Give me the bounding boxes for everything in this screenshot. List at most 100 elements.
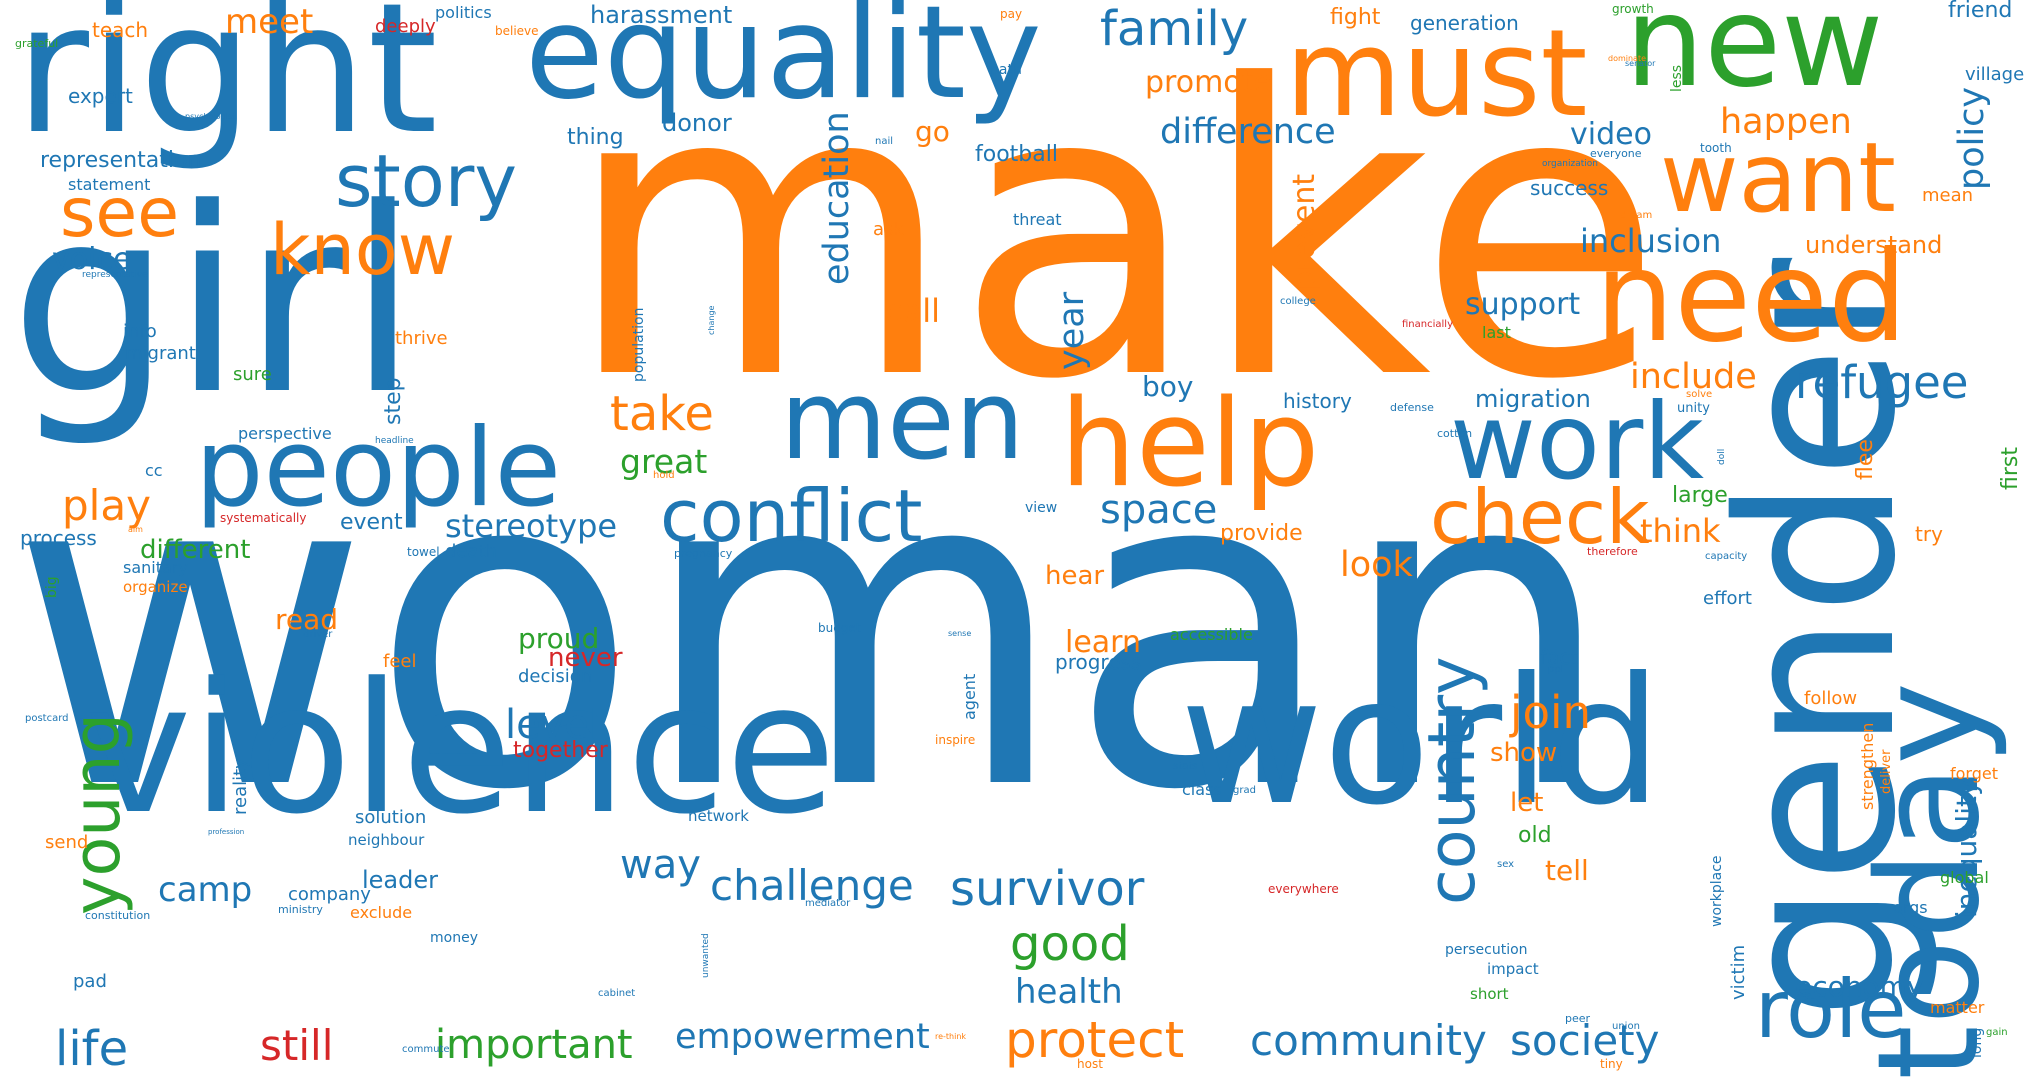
- word-reality: reality: [230, 758, 251, 815]
- word-men: men: [780, 356, 1025, 484]
- word-company: company: [288, 884, 371, 905]
- word-process: process: [20, 526, 97, 550]
- word-union: union: [1612, 1021, 1640, 1032]
- word-fact: fact: [1540, 645, 1579, 669]
- word-go: go: [915, 115, 950, 148]
- word-progress: progress: [1055, 650, 1142, 674]
- word-work: work: [1450, 381, 1705, 503]
- word-take: take: [610, 386, 714, 442]
- word-history: history: [1283, 389, 1352, 413]
- word-good: good: [1010, 916, 1130, 972]
- word-last: last: [1482, 323, 1511, 342]
- word-check: check: [1430, 473, 1650, 561]
- word-read: read: [275, 603, 339, 636]
- word-college: college: [1280, 296, 1316, 307]
- word-different: different: [140, 535, 251, 565]
- word-understand: understand: [1805, 231, 1943, 259]
- word-population: population: [631, 307, 647, 383]
- word-education: education: [817, 111, 857, 285]
- word-change: change: [707, 305, 716, 335]
- word-event: event: [340, 510, 403, 535]
- word-deeply: deeply: [375, 16, 436, 37]
- word-path: path: [990, 62, 1022, 78]
- word-grateful: grateful: [15, 37, 59, 50]
- word-dominate: dominate: [1608, 54, 1647, 63]
- word-representation: representation: [40, 148, 202, 173]
- word-young: young: [60, 713, 135, 915]
- word-class: class: [1182, 780, 1222, 799]
- word-violence: violence: [85, 645, 837, 854]
- word-cotton: cotton: [1437, 427, 1473, 440]
- word-first: first: [1998, 447, 2023, 490]
- word-persecution: persecution: [1445, 942, 1528, 958]
- word-hold: hold: [653, 470, 675, 481]
- word-therefore: therefore: [1587, 545, 1638, 558]
- word-friend: friend: [1948, 0, 2013, 23]
- word-old: old: [1518, 823, 1552, 848]
- word-expert: expert: [68, 84, 133, 108]
- word-decision: decision: [518, 666, 593, 687]
- word-big: big: [44, 576, 60, 598]
- word-stereotype: stereotype: [445, 507, 618, 545]
- word-global: global: [1940, 868, 1989, 887]
- word-politics: politics: [435, 3, 492, 22]
- word-think: think: [1640, 512, 1721, 550]
- word-way: way: [620, 842, 701, 888]
- word-space: space: [1100, 487, 1218, 533]
- word-village: village: [1965, 64, 2025, 85]
- word-look: look: [1340, 545, 1413, 585]
- word-driver: driver: [303, 629, 333, 640]
- word-workplace: workplace: [1709, 855, 1725, 927]
- word-learn: learn: [1065, 625, 1141, 660]
- word-doll: doll: [1717, 448, 1727, 465]
- word-right: right: [15, 0, 438, 174]
- word-death: death: [445, 541, 497, 562]
- word-growth: growth: [1612, 2, 1654, 16]
- word-conflict: conflict: [660, 474, 923, 558]
- word-meet: meet: [225, 2, 314, 42]
- word-fight: fight: [1330, 5, 1381, 30]
- word-happen: happen: [1720, 102, 1852, 142]
- word-boy: boy: [1142, 370, 1194, 403]
- word-harassment: harassment: [590, 1, 733, 29]
- word-postcard: postcard: [25, 713, 69, 724]
- word-victim: victim: [1728, 944, 1749, 1000]
- word-believe: believe: [495, 24, 539, 38]
- word-great: great: [620, 442, 708, 481]
- word-solution: solution: [355, 807, 427, 828]
- word-view: view: [1025, 500, 1058, 516]
- word-deliver: deliver: [1879, 749, 1894, 794]
- word-feel: feel: [383, 651, 417, 672]
- word-flee: flee: [1853, 439, 1878, 480]
- word-grad: grad: [1233, 785, 1256, 796]
- word-level: level: [505, 702, 601, 748]
- word-financially: financially: [1402, 319, 1453, 330]
- word-call: call: [885, 292, 940, 330]
- word-money: money: [430, 930, 478, 946]
- word-accessible: accessible: [1170, 625, 1253, 644]
- word-aim: aim: [128, 525, 143, 534]
- word-senator: senator: [1625, 59, 1656, 68]
- word-survivor: survivor: [950, 861, 1145, 917]
- word-tell: tell: [1545, 854, 1589, 887]
- word-defense: defense: [1390, 401, 1434, 414]
- word-organization: organization: [1542, 159, 1598, 169]
- word-voice: voice: [52, 242, 132, 277]
- word-forget: forget: [1950, 764, 1998, 783]
- word-sure: sure: [233, 364, 272, 385]
- word-nail: nail: [875, 136, 894, 147]
- word-generation: generation: [1410, 11, 1519, 35]
- word-empowerment: empowerment: [675, 1017, 930, 1057]
- word-info: info: [123, 321, 157, 342]
- word-statement: statement: [68, 175, 151, 194]
- word-sex: sex: [1497, 859, 1515, 870]
- word-ppl: ppl: [1548, 664, 1564, 675]
- word-community: community: [1250, 1016, 1487, 1065]
- word-impact: impact: [1487, 960, 1539, 978]
- word-effort: effort: [1703, 588, 1752, 609]
- word-help: help: [1060, 375, 1320, 514]
- word-inclusion: inclusion: [1580, 222, 1722, 260]
- word-make: make: [565, 2, 1664, 467]
- word-agent: agent: [960, 673, 979, 720]
